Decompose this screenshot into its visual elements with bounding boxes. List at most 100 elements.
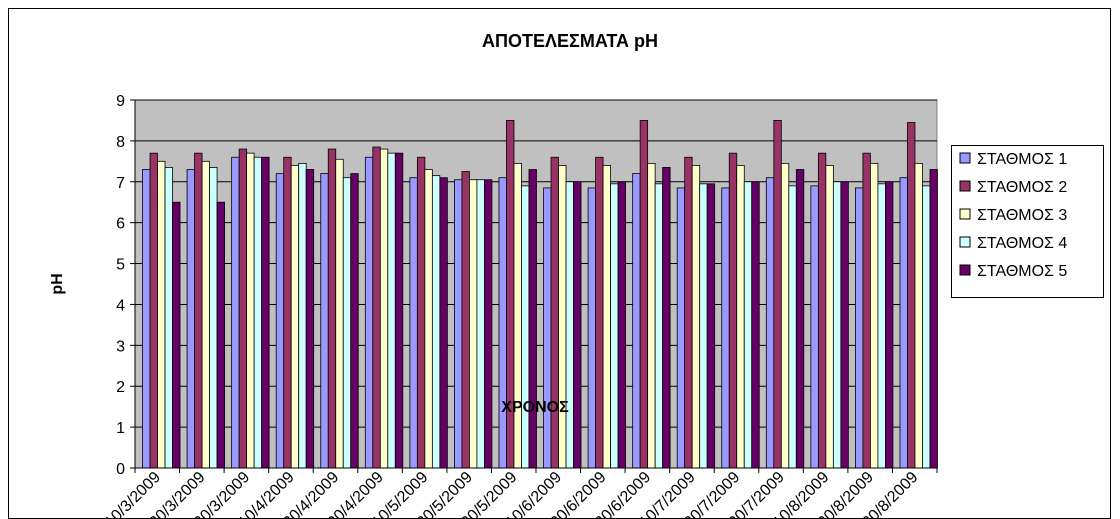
legend-label-3: ΣΤΑΘΜΟΣ 3 (977, 207, 1067, 224)
y-axis-label: pH (49, 273, 66, 294)
legend-box (951, 145, 1104, 298)
bar-series-1 (632, 173, 641, 469)
bar-series-1 (721, 187, 730, 469)
bar-series-4 (476, 179, 485, 469)
bar-series-5 (885, 181, 894, 469)
bar-series-2 (550, 156, 559, 469)
bar-series-1 (543, 187, 552, 469)
bar-series-1 (186, 169, 195, 469)
y-tick-label: 0 (116, 461, 125, 478)
legend-label-5: ΣΤΑΘΜΟΣ 5 (977, 263, 1067, 280)
bar-series-1 (810, 185, 819, 469)
bar-series-5 (617, 181, 626, 469)
bar-series-5 (662, 167, 671, 469)
bar-series-3 (335, 158, 344, 469)
bar-series-2 (639, 120, 649, 469)
legend-swatch-3 (959, 208, 971, 220)
bar-series-5 (216, 201, 225, 469)
bar-series-3 (914, 162, 923, 469)
bar-series-2 (817, 152, 827, 469)
bar-series-1 (676, 187, 686, 469)
bar-series-3 (246, 152, 255, 469)
bar-series-5 (172, 201, 181, 469)
bar-series-1 (142, 169, 151, 469)
bar-series-4 (342, 177, 352, 469)
bar-series-5 (929, 169, 938, 469)
y-tick-label: 2 (116, 379, 125, 396)
bar-series-1 (765, 177, 775, 469)
legend-label-1: ΣΤΑΘΜΟΣ 1 (977, 151, 1067, 168)
y-tick-label: 6 (116, 216, 125, 233)
bar-series-4 (788, 185, 797, 469)
bar-series-5 (751, 181, 760, 469)
bar-series-2 (728, 152, 738, 469)
bar-series-2 (907, 122, 916, 469)
bar-series-4 (387, 152, 396, 469)
bar-series-2 (773, 120, 782, 469)
bar-series-3 (647, 162, 656, 469)
y-tick-label: 3 (116, 338, 125, 355)
bar-series-4 (253, 156, 263, 469)
bar-series-5 (439, 177, 448, 469)
bar-series-4 (209, 167, 218, 469)
bar-series-1 (899, 177, 908, 469)
y-tick-label: 4 (116, 297, 125, 314)
bar-series-3 (736, 165, 745, 469)
bar-series-4 (610, 183, 619, 469)
bar-series-1 (364, 156, 374, 469)
y-tick-label: 7 (116, 175, 125, 192)
bar-series-4 (565, 181, 574, 469)
y-tick-label: 5 (116, 257, 125, 274)
bar-series-5 (528, 169, 537, 469)
x-axis-label: ΧΡΟΝΟΣ (501, 399, 569, 416)
bar-series-4 (521, 185, 530, 469)
bar-series-5 (484, 179, 493, 469)
bar-series-4 (699, 183, 708, 469)
bar-series-2 (461, 171, 470, 469)
y-tick-label: 8 (116, 134, 125, 151)
bar-series-3 (602, 165, 611, 469)
bar-series-3 (513, 162, 522, 469)
bar-series-2 (238, 148, 248, 469)
bar-series-1 (587, 187, 596, 469)
bar-series-1 (231, 156, 240, 469)
legend: ΣΤΑΘΜΟΣ 1 ΣΤΑΘΜΟΣ 2 ΣΤΑΘΜΟΣ 3 ΣΤΑΘΜΟΣ 4 ΣΤΑΘ… (951, 145, 1104, 298)
legend-swatch-2 (959, 180, 971, 192)
legend-label-2: ΣΤΑΘΜΟΣ 2 (977, 179, 1067, 196)
bars-group (142, 120, 938, 469)
bar-series-3 (157, 160, 166, 469)
bar-series-4 (877, 183, 886, 469)
bar-series-2 (416, 156, 426, 469)
bar-series-4 (922, 185, 931, 469)
y-axis-ticks: 0 1 2 3 4 5 6 7 8 9 (116, 93, 135, 478)
bar-series-4 (298, 162, 307, 469)
bar-series-1 (409, 177, 418, 469)
bar-series-5 (795, 169, 805, 469)
bar-series-5 (573, 181, 582, 469)
bar-series-5 (350, 173, 359, 469)
legend-swatch-1 (959, 152, 971, 164)
bar-series-2 (372, 146, 381, 469)
y-tick-label: 1 (116, 420, 125, 437)
bar-series-2 (862, 152, 871, 469)
bar-series-4 (164, 167, 173, 469)
legend-swatch-4 (959, 236, 971, 248)
y-tick-label: 9 (116, 93, 125, 110)
bar-series-2 (595, 156, 604, 469)
bar-series-1 (320, 173, 329, 469)
bar-series-3 (780, 162, 790, 469)
bar-series-3 (201, 160, 210, 469)
bar-series-5 (305, 169, 315, 469)
bar-series-3 (290, 165, 300, 469)
bar-series-4 (431, 175, 441, 469)
bar-series-1 (498, 177, 507, 469)
bar-series-3 (469, 179, 478, 469)
bar-series-5 (394, 152, 404, 469)
bar-series-2 (283, 156, 292, 469)
chart-title: ΑΠΟΤΕΛΕΣΜΑΤΑ pH (482, 31, 658, 51)
bar-series-3 (691, 165, 701, 469)
bar-series-4 (654, 183, 664, 469)
bar-series-3 (870, 162, 879, 469)
